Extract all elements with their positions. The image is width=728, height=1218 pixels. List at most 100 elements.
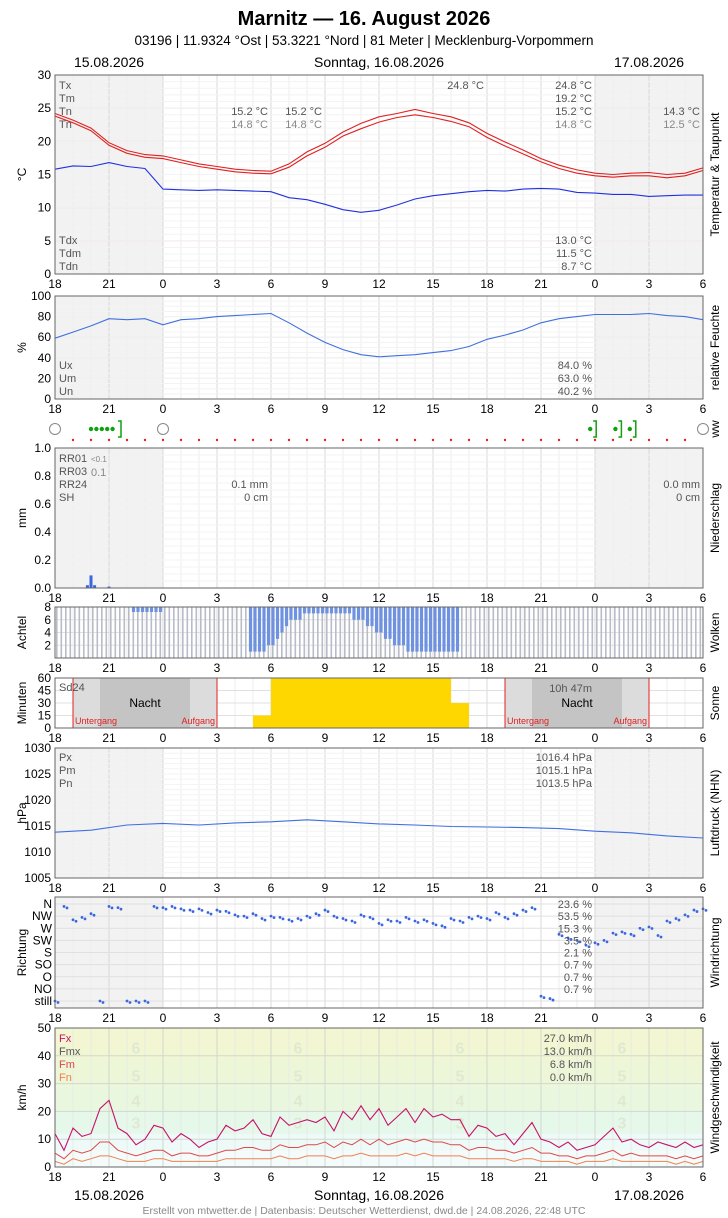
cloud-column-bg bbox=[123, 607, 126, 658]
cloud-column-bg bbox=[173, 607, 175, 658]
winddir-point bbox=[206, 911, 210, 914]
winddir-point bbox=[404, 915, 408, 919]
winddir-point bbox=[596, 942, 600, 946]
precip-xtick-label: 15 bbox=[426, 591, 440, 605]
series-U-line bbox=[54, 312, 704, 358]
pressure-ytick-label: 1030 bbox=[24, 741, 51, 755]
cloud-column-bg bbox=[501, 607, 504, 658]
cloud-column-bg bbox=[69, 607, 72, 658]
series-Fx-line bbox=[54, 1099, 704, 1152]
beaufort-digit: 5 bbox=[132, 1068, 141, 1085]
winddir-point bbox=[233, 913, 237, 917]
cloud-column-bg bbox=[524, 607, 526, 658]
cloud-column-bg bbox=[366, 607, 369, 658]
cloud-cover-bar bbox=[370, 607, 374, 627]
temp-ytick-label: 25 bbox=[38, 101, 52, 115]
winddir-point bbox=[647, 925, 651, 929]
winddir-percent-label: 15.3 % bbox=[558, 923, 592, 935]
winddir-point bbox=[242, 914, 246, 918]
cloud-column-bg bbox=[96, 607, 99, 658]
cloud-cover-bar bbox=[356, 607, 361, 620]
cloud-cover-bar bbox=[406, 607, 410, 652]
humidity-ytick-label: 0 bbox=[44, 392, 51, 406]
ww-observation-dot-icon bbox=[251, 438, 255, 442]
winddir-percent-label: 23.6 % bbox=[558, 899, 592, 911]
humidity-side-label: relative Feuchte bbox=[708, 304, 722, 390]
winddir-point bbox=[530, 906, 534, 910]
pressure-xtick-label: 21 bbox=[102, 881, 116, 895]
label-Tdx-right: 13.0 °C bbox=[555, 235, 592, 247]
cloud-column-bg bbox=[492, 607, 495, 658]
sun-ytick-label: 15 bbox=[38, 709, 52, 723]
winddir-point bbox=[458, 919, 462, 923]
cloud-cover-bar bbox=[158, 607, 163, 612]
winddir-point bbox=[593, 941, 597, 945]
cloud-column-bg bbox=[650, 607, 652, 658]
windspeed-xtick-label: 3 bbox=[214, 1170, 221, 1184]
temp-xtick-label: 15 bbox=[426, 277, 440, 291]
sunrise-label: Aufgang bbox=[613, 716, 647, 726]
cloud-cover-bar bbox=[374, 607, 379, 633]
winddir-side-label: Windrichtung bbox=[708, 917, 722, 987]
winddir-point bbox=[434, 923, 438, 927]
ww-rain-dot-icon bbox=[105, 426, 110, 432]
winddir-point bbox=[245, 916, 249, 920]
sun-ytick-label: 30 bbox=[38, 696, 52, 710]
temp-xtick-label: 9 bbox=[322, 277, 329, 291]
winddir-point bbox=[116, 906, 120, 910]
winddir-point bbox=[521, 908, 525, 912]
winddir-point bbox=[569, 938, 573, 941]
winddir-point bbox=[533, 907, 537, 911]
precip-xtick-label: 12 bbox=[372, 591, 386, 605]
windspeed-xtick-label: 12 bbox=[372, 1170, 386, 1184]
cloud-column-bg bbox=[497, 607, 499, 658]
pressure-xtick-label: 6 bbox=[268, 881, 275, 895]
ww-observation-dot-icon bbox=[71, 438, 75, 442]
humidity-ytick-label: 80 bbox=[38, 310, 52, 324]
cloud-column-bg bbox=[200, 607, 202, 658]
label-Tdn-right: 8.7 °C bbox=[561, 261, 592, 273]
sun-bar bbox=[289, 678, 307, 728]
winddir-point bbox=[611, 931, 615, 935]
cloud-column-bg bbox=[303, 607, 306, 658]
pressure-xtick-label: 0 bbox=[592, 881, 599, 895]
ww-bracket-icon bbox=[618, 420, 623, 438]
cloud-column-bg bbox=[204, 607, 207, 658]
cloud-column-bg bbox=[362, 607, 364, 658]
cloud-cover-bar bbox=[455, 607, 460, 652]
label-Um: Um bbox=[59, 373, 76, 385]
ww-observation-dot-icon bbox=[305, 438, 309, 442]
date-left-top: 15.08.2026 bbox=[74, 54, 144, 70]
sun-xtick-label: 6 bbox=[700, 731, 707, 745]
winddir-point bbox=[485, 917, 489, 920]
beaufort-digit: 4 bbox=[294, 1093, 303, 1110]
winddir-point bbox=[182, 908, 186, 912]
beaufort-digit: 5 bbox=[618, 1068, 627, 1085]
ww-observation-dot-icon bbox=[539, 438, 543, 442]
winddir-point bbox=[479, 916, 483, 920]
cloud-column-bg bbox=[195, 607, 198, 658]
winddir-point bbox=[344, 918, 348, 922]
beaufort-digit: 5 bbox=[456, 1068, 465, 1085]
cloud-column-bg bbox=[330, 607, 333, 658]
windspeed-xtick-label: 21 bbox=[102, 1170, 116, 1184]
label-Fmx: Fmx bbox=[59, 1046, 81, 1058]
winddir-point bbox=[686, 915, 690, 918]
cloud-column-bg bbox=[299, 607, 301, 658]
beaufort-digit: 3 bbox=[132, 1116, 141, 1133]
winddir-point bbox=[197, 907, 201, 911]
ww-rain-dot-icon bbox=[88, 426, 94, 432]
label-Tdn: Tdn bbox=[59, 261, 78, 273]
temp-xtick-label: 12 bbox=[372, 277, 386, 291]
winddir-point bbox=[395, 919, 399, 923]
beaufort-digit: 3 bbox=[294, 1116, 303, 1133]
humidity-xtick-label: 3 bbox=[646, 402, 653, 416]
sun-night-label: Nacht bbox=[129, 696, 161, 710]
cloud-cover-bar bbox=[361, 607, 365, 620]
sun-bar bbox=[433, 678, 451, 728]
temp-xtick-label: 3 bbox=[646, 277, 653, 291]
label-Px-right: 1016.4 hPa bbox=[536, 752, 593, 764]
cloud-cover-bar bbox=[419, 607, 424, 652]
winddir-xtick-label: 9 bbox=[322, 1011, 329, 1025]
humidity-xtick-label: 0 bbox=[160, 402, 167, 416]
